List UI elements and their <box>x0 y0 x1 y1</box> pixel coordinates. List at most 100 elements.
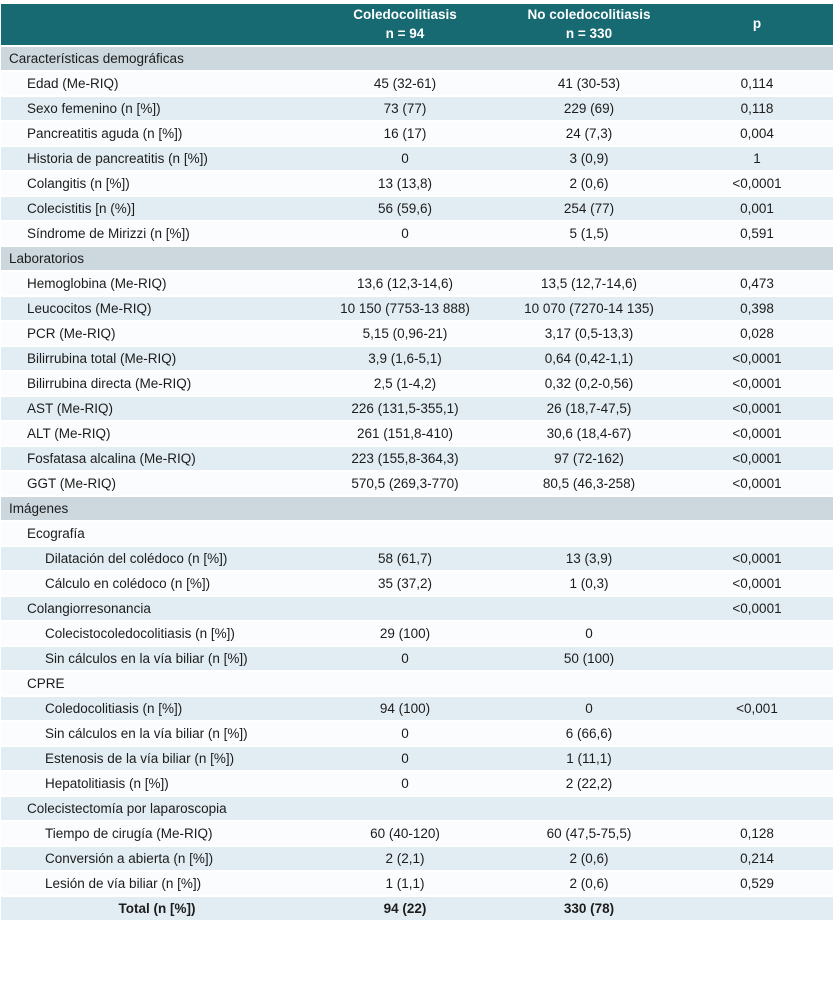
table-row: Colangiorresonancia <0,0001 <box>1 596 833 622</box>
section-label: Imágenes <box>1 496 833 522</box>
table-row: Pancreatitis aguda (n [%]) 16 (17) 24 (7,3… <box>1 121 833 147</box>
row-label: PCR (Me-RIQ) <box>1 321 313 347</box>
value-no-coledocolitiasis: 254 (77) <box>497 196 681 222</box>
row-label: Total (n [%]) <box>1 896 313 922</box>
section-header-row: Características demográficas <box>1 46 833 72</box>
value-coledocolitiasis: 56 (59,6) <box>313 196 497 222</box>
column-title: No coledocolitiasis <box>527 7 651 23</box>
value-coledocolitiasis: 261 (151,8-410) <box>313 421 497 447</box>
p-value: <0,0001 <box>681 396 833 422</box>
value-coledocolitiasis: 2,5 (1-4,2) <box>313 371 497 397</box>
row-label: CPRE <box>1 671 313 697</box>
table-row: Edad (Me-RIQ) 45 (32-61) 41 (30-53) 0,114 <box>1 71 833 97</box>
table-row: GGT (Me-RIQ) 570,5 (269,3-770) 80,5 (46,3-… <box>1 471 833 497</box>
value-no-coledocolitiasis: 41 (30-53) <box>497 71 681 97</box>
row-label: Colecistocoledocolitiasis (n [%]) <box>1 621 313 647</box>
value-no-coledocolitiasis: 13 (3,9) <box>497 546 681 572</box>
section-header-row: Laboratorios <box>1 246 833 272</box>
value-coledocolitiasis: 29 (100) <box>313 621 497 647</box>
value-no-coledocolitiasis <box>497 671 681 697</box>
value-coledocolitiasis: 16 (17) <box>313 121 497 147</box>
p-value: <0,0001 <box>681 421 833 447</box>
value-coledocolitiasis: 10 150 (7753-13 888) <box>313 296 497 322</box>
row-label: Coledocolitiasis (n [%]) <box>1 696 313 722</box>
value-coledocolitiasis: 0 <box>313 646 497 672</box>
header-empty-cell <box>1 4 313 47</box>
value-no-coledocolitiasis: 0,64 (0,42-1,1) <box>497 346 681 372</box>
value-no-coledocolitiasis: 30,6 (18,4-67) <box>497 421 681 447</box>
value-coledocolitiasis <box>313 671 497 697</box>
value-coledocolitiasis: 2 (2,1) <box>313 846 497 872</box>
table-row: Fosfatasa alcalina (Me-RIQ) 223 (155,8-36… <box>1 446 833 472</box>
value-coledocolitiasis: 35 (37,2) <box>313 571 497 597</box>
value-coledocolitiasis: 223 (155,8-364,3) <box>313 446 497 472</box>
p-value <box>681 796 833 822</box>
table-header-row: Coledocolitiasis n = 94 No coledocolitia… <box>1 4 833 47</box>
header-coledocolitiasis: Coledocolitiasis n = 94 <box>313 4 497 47</box>
row-label: Colangiorresonancia <box>1 596 313 622</box>
column-subtitle: n = 94 <box>385 25 425 41</box>
row-label: Tiempo de cirugía (Me-RIQ) <box>1 821 313 847</box>
value-no-coledocolitiasis: 2 (0,6) <box>497 171 681 197</box>
table-row: Cálculo en colédoco (n [%]) 35 (37,2) 1 (0… <box>1 571 833 597</box>
value-coledocolitiasis: 94 (22) <box>313 896 497 922</box>
p-value: 0,004 <box>681 121 833 147</box>
value-no-coledocolitiasis: 97 (72-162) <box>497 446 681 472</box>
table-row: Coledocolitiasis (n [%]) 94 (100) 0 <0,001 <box>1 696 833 722</box>
value-no-coledocolitiasis: 0,32 (0,2-0,56) <box>497 371 681 397</box>
table-body: Características demográficas Edad (Me-RIQ… <box>1 46 833 922</box>
row-label: Colangitis (n [%]) <box>1 171 313 197</box>
table-row: Historia de pancreatitis (n [%]) 0 3 (0,9)… <box>1 146 833 172</box>
table-row: Colangitis (n [%]) 13 (13,8) 2 (0,6) <0,000… <box>1 171 833 197</box>
value-no-coledocolitiasis: 3,17 (0,5-13,3) <box>497 321 681 347</box>
column-subtitle: n = 330 <box>565 25 613 41</box>
value-no-coledocolitiasis: 229 (69) <box>497 96 681 122</box>
value-coledocolitiasis: 226 (131,5-355,1) <box>313 396 497 422</box>
value-no-coledocolitiasis: 0 <box>497 696 681 722</box>
section-header-row: Imágenes <box>1 496 833 522</box>
p-value: 0,118 <box>681 96 833 122</box>
row-label: Síndrome de Mirizzi (n [%]) <box>1 221 313 247</box>
row-label: Sexo femenino (n [%]) <box>1 96 313 122</box>
p-value: <0,0001 <box>681 171 833 197</box>
value-coledocolitiasis <box>313 596 497 622</box>
value-no-coledocolitiasis <box>497 596 681 622</box>
value-no-coledocolitiasis: 5 (1,5) <box>497 221 681 247</box>
value-no-coledocolitiasis: 330 (78) <box>497 896 681 922</box>
table-row: Colecistitis [n (%)] 56 (59,6) 254 (77) 0,0… <box>1 196 833 222</box>
total-row: Total (n [%]) 94 (22) 330 (78) <box>1 896 833 922</box>
p-value <box>681 771 833 797</box>
header-p-value: p <box>681 4 833 47</box>
value-no-coledocolitiasis: 2 (0,6) <box>497 846 681 872</box>
p-value: <0,0001 <box>681 346 833 372</box>
p-value: 0,114 <box>681 71 833 97</box>
table-row: Leucocitos (Me-RIQ) 10 150 (7753-13 888) 1… <box>1 296 833 322</box>
table-row: Sexo femenino (n [%]) 73 (77) 229 (69) 0,11… <box>1 96 833 122</box>
row-label: Ecografía <box>1 521 313 547</box>
p-value: 0,001 <box>681 196 833 222</box>
table-row: Colecistocoledocolitiasis (n [%]) 29 (100… <box>1 621 833 647</box>
p-value <box>681 671 833 697</box>
table-row: PCR (Me-RIQ) 5,15 (0,96-21) 3,17 (0,5-13,3… <box>1 321 833 347</box>
table-row: ALT (Me-RIQ) 261 (151,8-410) 30,6 (18,4-67… <box>1 421 833 447</box>
table-row: Hemoglobina (Me-RIQ) 13,6 (12,3-14,6) 13,5… <box>1 271 833 297</box>
value-no-coledocolitiasis: 1 (11,1) <box>497 746 681 772</box>
p-value: 0,398 <box>681 296 833 322</box>
value-coledocolitiasis: 60 (40-120) <box>313 821 497 847</box>
value-no-coledocolitiasis: 26 (18,7-47,5) <box>497 396 681 422</box>
table-row: Colecistectomía por laparoscopia <box>1 796 833 822</box>
p-value: <0,001 <box>681 696 833 722</box>
table-row: Bilirrubina directa (Me-RIQ) 2,5 (1-4,2) 0… <box>1 371 833 397</box>
value-no-coledocolitiasis: 10 070 (7270-14 135) <box>497 296 681 322</box>
p-value <box>681 521 833 547</box>
p-value <box>681 721 833 747</box>
table-row: Dilatación del colédoco (n [%]) 58 (61,7)… <box>1 546 833 572</box>
value-no-coledocolitiasis: 60 (47,5-75,5) <box>497 821 681 847</box>
p-value: <0,0001 <box>681 371 833 397</box>
p-value: 0,473 <box>681 271 833 297</box>
value-coledocolitiasis: 0 <box>313 146 497 172</box>
table-row: CPRE <box>1 671 833 697</box>
value-no-coledocolitiasis: 2 (22,2) <box>497 771 681 797</box>
table-row: Lesión de vía biliar (n [%]) 1 (1,1) 2 (0,… <box>1 871 833 897</box>
p-value <box>681 646 833 672</box>
